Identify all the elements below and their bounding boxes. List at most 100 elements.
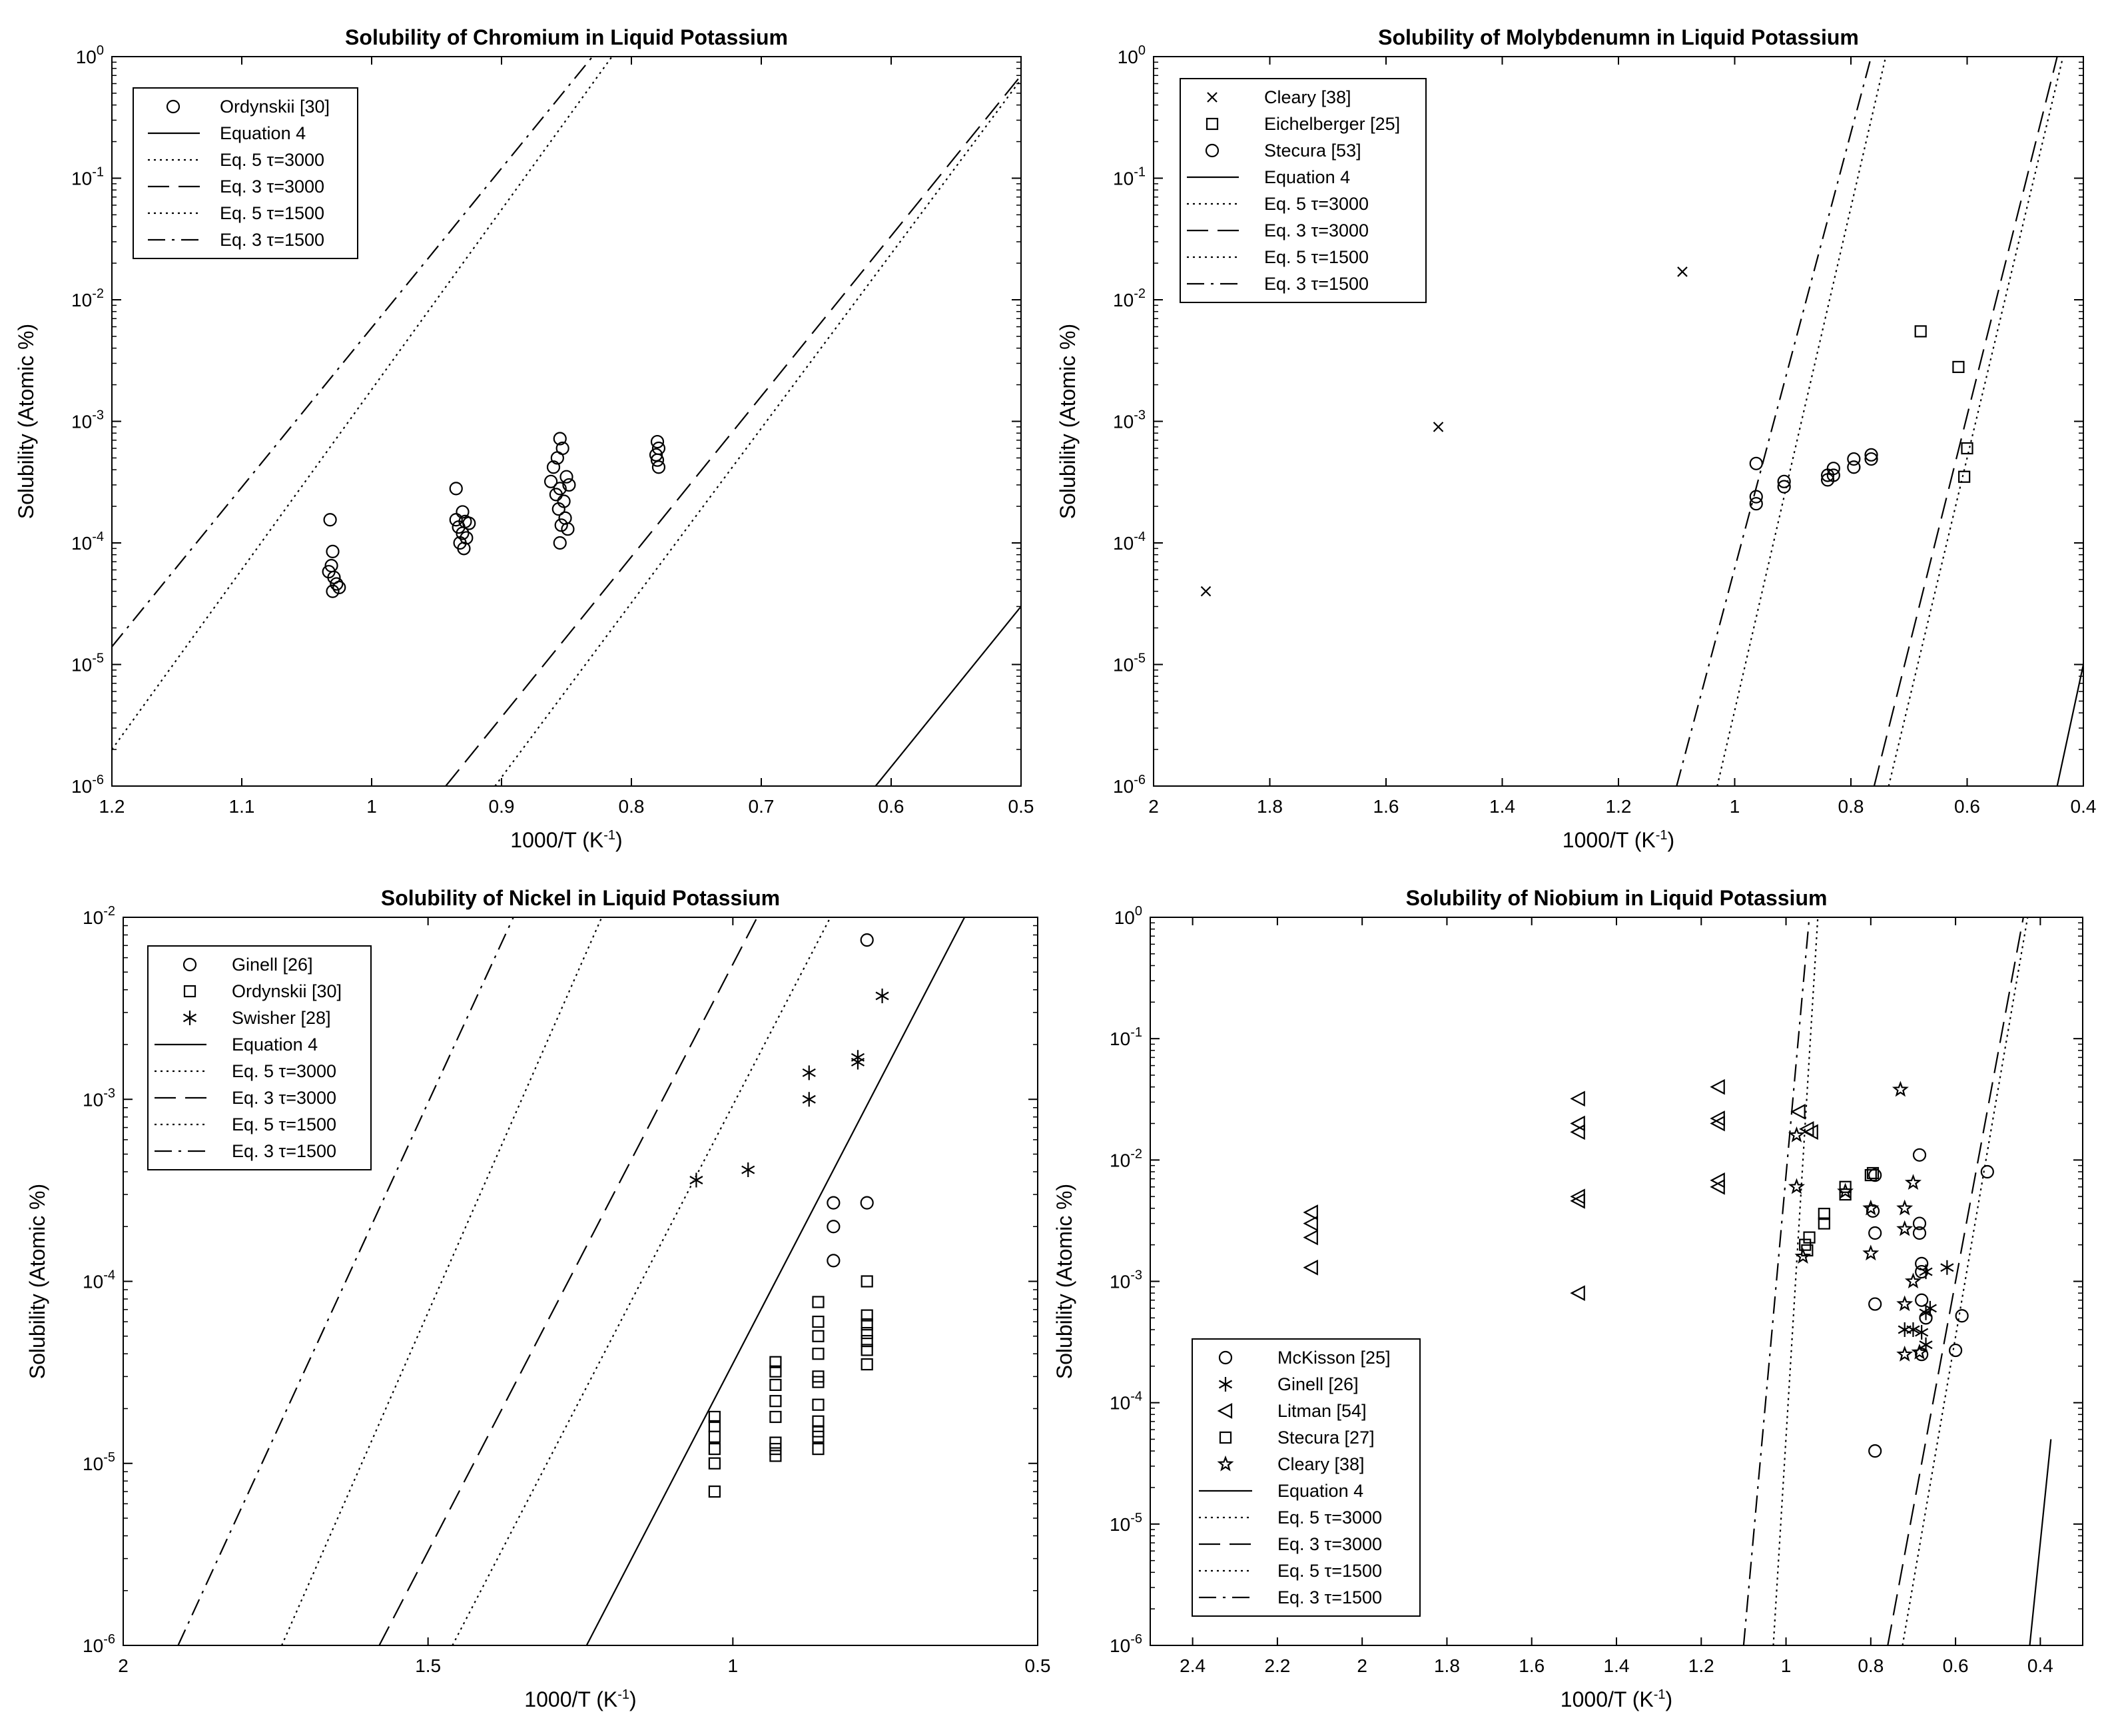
x-tick-label: 0.8	[619, 796, 645, 817]
line-equation-4	[2029, 1439, 2052, 1645]
point-litman-54	[1710, 1178, 1725, 1195]
legend-label: Equation 4	[220, 123, 306, 143]
point-cleary-38	[1904, 1272, 1922, 1289]
line-eq-5-1500	[1772, 917, 1819, 1645]
line-eq-3-3000	[378, 917, 758, 1645]
data-points	[322, 432, 666, 598]
model-lines	[1676, 57, 2083, 786]
legend-box	[133, 87, 358, 259]
y-tick-label: 10-6	[83, 1632, 115, 1656]
legend-label: Eq. 5 τ=3000	[1264, 194, 1369, 214]
point-litman-54	[1570, 1090, 1585, 1107]
legend-label: Eq. 3 τ=1500	[1277, 1587, 1382, 1607]
legend-marker-x	[1207, 92, 1218, 103]
legend-label: Cleary [38]	[1264, 87, 1351, 107]
x-tick-label: 0.4	[2071, 796, 2097, 817]
point-mckisson-25	[1915, 1264, 1929, 1279]
x-tick-label: 0.6	[879, 796, 904, 817]
legend-label: Eq. 3 τ=1500	[1264, 274, 1369, 294]
x-tick-label: 0.8	[1838, 796, 1864, 817]
x-axis-label: 1000/T (K-1)	[524, 1687, 636, 1711]
data-points	[1303, 1079, 1994, 1458]
point-ginell-26	[860, 1196, 874, 1210]
legend-marker-circle	[1205, 143, 1220, 158]
line-eq-5-1500	[112, 57, 613, 750]
x-tick-label: 0.9	[489, 796, 515, 817]
point-litman-54	[1303, 1259, 1318, 1276]
point-cleary-38	[1788, 1178, 1806, 1194]
series-litman-54	[1303, 1079, 1818, 1301]
x-tick-label: 2	[1148, 796, 1159, 817]
nickel-panel: Solubility of Nickel in Liquid Potassium…	[25, 886, 1050, 1711]
point-ordynskii-30	[812, 1430, 825, 1443]
point-stecura-53	[1864, 448, 1878, 462]
x-tick-label: 0.6	[1943, 1655, 1969, 1676]
model-lines	[1742, 917, 2052, 1645]
legend-label: Ginell [26]	[1277, 1374, 1359, 1394]
point-ginell-26	[827, 1196, 841, 1210]
x-tick-label: 1.1	[229, 796, 255, 817]
point-ordynskii-30	[651, 460, 666, 474]
data-points	[689, 933, 889, 1498]
line-equation-4	[875, 606, 1021, 786]
point-cleary-38	[1794, 1248, 1812, 1264]
y-tick-label: 10-6	[71, 773, 104, 797]
point-stecura-27	[1803, 1231, 1816, 1244]
line-eq-3-1500	[112, 57, 593, 648]
point-mckisson-25	[1912, 1226, 1927, 1240]
point-swisher-28	[802, 1092, 816, 1107]
x-tick-label: 1.4	[1489, 796, 1515, 817]
x-tick-label: 1.2	[99, 796, 125, 817]
y-tick-label: 10-4	[1113, 530, 1146, 554]
point-ordynskii-30	[812, 1316, 825, 1328]
point-ordynskii-30	[861, 1344, 873, 1356]
point-stecura-27	[1866, 1166, 1880, 1180]
point-ordynskii-30	[769, 1450, 782, 1462]
point-mckisson-25	[1868, 1297, 1882, 1311]
point-ordynskii-30	[323, 513, 337, 527]
point-stecura-53	[1749, 490, 1763, 504]
point-ordynskii-30	[456, 505, 470, 519]
model-lines	[112, 57, 1021, 786]
y-tick-label: 10-4	[1110, 1390, 1142, 1414]
point-ginell-26	[1915, 1325, 1929, 1340]
point-ginell-26	[1919, 1305, 1933, 1320]
series-stecura-53	[1749, 448, 1878, 511]
x-tick-label: 1	[1781, 1655, 1792, 1676]
data-points	[1200, 266, 1973, 597]
point-litman-54	[1710, 1079, 1725, 1095]
point-cleary-38	[1892, 1081, 1909, 1097]
point-stecura-53	[1847, 452, 1861, 466]
point-ordynskii-30	[330, 577, 344, 591]
line-eq-5-1500	[280, 917, 603, 1645]
point-ordynskii-30	[769, 1356, 782, 1368]
series-ginell-26	[1898, 1260, 1954, 1352]
y-tick-label: 100	[1118, 43, 1146, 67]
point-cleary-38	[1862, 1199, 1880, 1216]
legend-marker-circle	[1218, 1350, 1233, 1365]
legend-label: Eq. 5 τ=1500	[1264, 247, 1369, 267]
line-eq-3-1500	[177, 917, 514, 1645]
legend: Ginell [26] Ordynskii [30] Swisher [28] Equ…	[147, 945, 372, 1170]
point-ordynskii-30	[708, 1430, 721, 1443]
point-cleary-38	[1677, 266, 1688, 277]
legend-label: Eichelberger [25]	[1264, 114, 1400, 134]
point-ordynskii-30	[326, 544, 340, 558]
point-swisher-28	[741, 1162, 755, 1178]
legend-label: Stecura [27]	[1277, 1428, 1375, 1448]
legend-label: Equation 4	[1277, 1481, 1363, 1501]
point-ordynskii-30	[456, 526, 470, 540]
point-ordynskii-30	[449, 513, 463, 527]
line-equation-4	[585, 917, 966, 1645]
legend-label: Eq. 5 τ=1500	[232, 1114, 336, 1134]
point-stecura-27	[1818, 1217, 1830, 1230]
series-swisher-28	[689, 988, 889, 1188]
point-ordynskii-30	[561, 522, 575, 536]
model-lines	[177, 917, 966, 1645]
point-ordynskii-30	[549, 488, 563, 502]
point-ordynskii-30	[769, 1410, 782, 1424]
legend-label: Eq. 3 τ=3000	[232, 1088, 336, 1108]
point-ordynskii-30	[769, 1395, 782, 1408]
point-ginell-26	[860, 933, 874, 947]
legend-label: Eq. 5 τ=3000	[1277, 1508, 1382, 1527]
